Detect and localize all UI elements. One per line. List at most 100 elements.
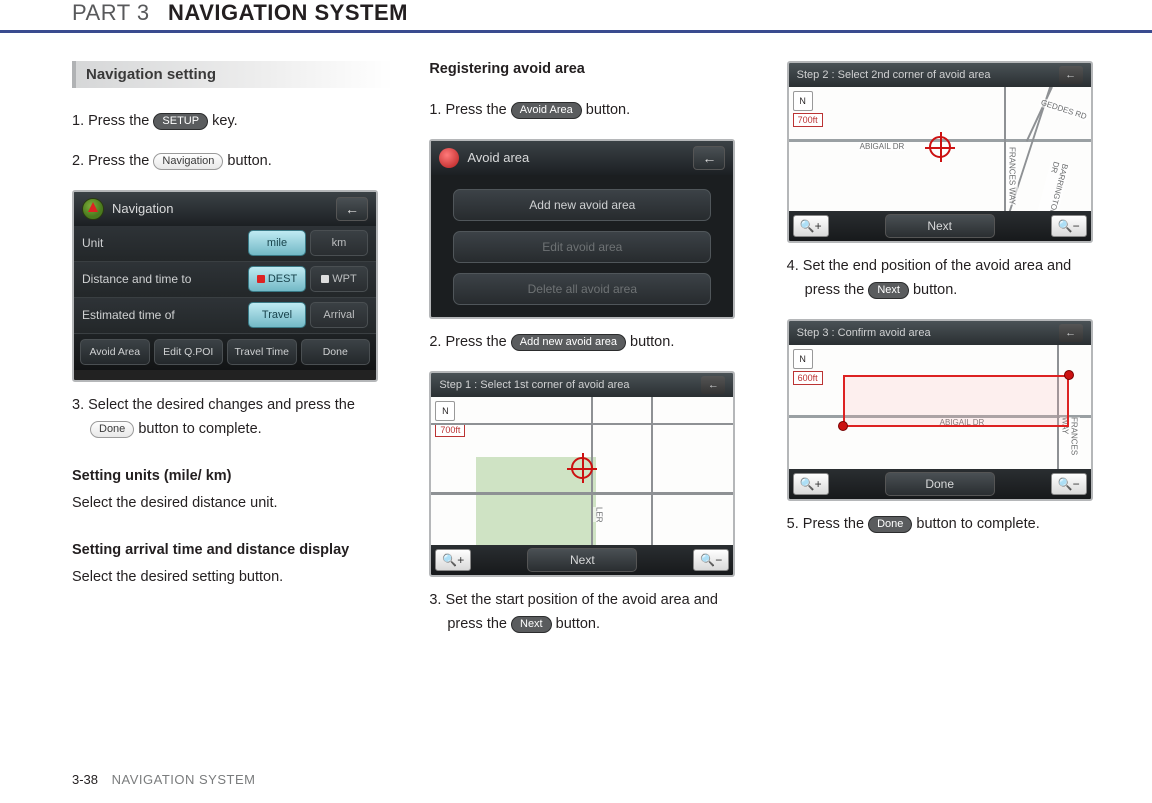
compass-icon: N [793, 91, 813, 111]
option-km[interactable]: km [310, 230, 368, 256]
text: button. [586, 102, 630, 118]
done-button-label: Done [90, 421, 134, 438]
part-label: PART 3 [72, 0, 150, 25]
text: WPT [332, 273, 356, 285]
screenshot-map-step1: Step 1 : Select 1st corner of avoid area… [429, 371, 735, 577]
zoom-in-button[interactable]: 🔍+ [793, 473, 829, 495]
sub-text-units: Select the desired distance unit. [72, 492, 393, 516]
text: button to complete. [916, 516, 1039, 532]
map-footer: 🔍+ Next 🔍− [789, 211, 1091, 241]
column-3: Step 2 : Select 2nd corner of avoid area… [787, 61, 1108, 653]
text: 2. Press the [72, 153, 153, 169]
back-button[interactable]: ← [336, 197, 368, 221]
map-title: Step 2 : Select 2nd corner of avoid area [797, 69, 991, 81]
column-1: Navigation setting 1. Press the SETUP ke… [72, 61, 393, 653]
zoom-in-button[interactable]: 🔍+ [435, 549, 471, 571]
road [1004, 87, 1006, 211]
row-eta: Estimated time of Travel Arrival [74, 298, 376, 334]
scale-label: 700ft [435, 423, 465, 437]
map-footer: 🔍+ Done 🔍− [789, 469, 1091, 499]
content-columns: Navigation setting 1. Press the SETUP ke… [0, 61, 1152, 653]
shot-body: Unit mile km Distance and time to DEST W… [74, 226, 376, 334]
shot-header: Navigation ← [74, 192, 376, 226]
section-heading-avoid: Registering avoid area [429, 61, 750, 77]
row-unit: Unit mile km [74, 226, 376, 262]
row-label: Unit [82, 236, 244, 250]
row-label: Estimated time of [82, 308, 244, 322]
row-label: Distance and time to [82, 272, 244, 286]
scale-label: 700ft [793, 113, 823, 127]
avoid-area-label: Avoid Area [511, 102, 582, 119]
text: button. [227, 153, 271, 169]
avoid-area-button[interactable]: Avoid Area [80, 339, 150, 365]
c3-step4-text: 4. Set the end position of the avoid are… [787, 255, 1108, 279]
next-label: Next [511, 616, 552, 633]
add-new-avoid-button[interactable]: Add new avoid area [453, 189, 711, 221]
edit-qpoi-button[interactable]: Edit Q.POI [154, 339, 224, 365]
c2-step1-text: 1. Press the Avoid Area button. [429, 99, 750, 123]
target-icon [571, 457, 593, 479]
next-button[interactable]: Next [527, 548, 637, 572]
back-button[interactable]: ← [1059, 324, 1083, 342]
shot-header: Avoid area ← [431, 141, 733, 175]
shot-body: Add new avoid area Edit avoid area Delet… [431, 175, 733, 319]
text: 4. Set the end position of the avoid are… [787, 258, 1072, 274]
travel-time-button[interactable]: Travel Time [227, 339, 297, 365]
text: 3. Select the desired changes and press … [72, 397, 355, 413]
step-3-cont: Done button to complete. [72, 418, 393, 442]
row-distance-to: Distance and time to DEST WPT [74, 262, 376, 298]
zoom-out-button[interactable]: 🔍− [1051, 473, 1087, 495]
add-new-avoid-label: Add new avoid area [511, 334, 626, 351]
road [431, 423, 733, 425]
flag-icon [257, 275, 265, 283]
done-button[interactable]: Done [301, 339, 371, 365]
road [431, 492, 733, 495]
next-button[interactable]: Next [885, 214, 995, 238]
zoom-in-button[interactable]: 🔍+ [793, 215, 829, 237]
setup-key-label: SETUP [153, 113, 208, 130]
map-header: Step 1 : Select 1st corner of avoid area… [431, 373, 733, 397]
compass-icon: N [435, 401, 455, 421]
road-label-geddes: GEDDES RD [1038, 98, 1088, 122]
text: key. [212, 113, 238, 129]
compass-icon [82, 198, 104, 220]
back-button[interactable]: ← [701, 376, 725, 394]
next-label: Next [868, 282, 909, 299]
text: button. [913, 282, 957, 298]
text: 1. Press the [429, 102, 510, 118]
text: 2. Press the [429, 334, 510, 350]
map-area[interactable]: N 600ft ABIGAIL DR FRANCES WAY [789, 345, 1091, 469]
sub-heading-arrival: Setting arrival time and distance displa… [72, 542, 393, 558]
back-button[interactable]: ← [693, 146, 725, 170]
zoom-out-button[interactable]: 🔍− [1051, 215, 1087, 237]
section-heading-nav-setting: Navigation setting [72, 61, 393, 88]
text: press the [447, 616, 511, 632]
road [1025, 87, 1052, 142]
road-label: LER [593, 507, 604, 523]
delete-avoid-button[interactable]: Delete all avoid area [453, 273, 711, 305]
text: 3. Set the start position of the avoid a… [429, 592, 718, 608]
text: 1. Press the [72, 113, 153, 129]
map-footer: 🔍+ Next 🔍− [431, 545, 733, 575]
option-mile[interactable]: mile [248, 230, 306, 256]
back-button[interactable]: ← [1059, 66, 1083, 84]
screenshot-map-step3: Step 3 : Confirm avoid area ← N 600ft AB… [787, 319, 1093, 501]
zoom-out-button[interactable]: 🔍− [693, 549, 729, 571]
selection-rect [843, 375, 1069, 427]
option-arrival[interactable]: Arrival [310, 302, 368, 328]
done-button[interactable]: Done [885, 472, 995, 496]
done-label: Done [868, 516, 912, 533]
text: press the [805, 282, 869, 298]
map-area[interactable]: N 700ft LER [431, 397, 733, 545]
page-footer: 3-38 NAVIGATION SYSTEM [72, 772, 255, 787]
option-wpt[interactable]: WPT [310, 266, 368, 292]
option-dest[interactable]: DEST [248, 266, 306, 292]
map-area[interactable]: N 700ft ABIGAIL DR FRANCES WAY GEDDES RD… [789, 87, 1091, 211]
pin-icon [439, 148, 459, 168]
option-travel[interactable]: Travel [248, 302, 306, 328]
column-2: Registering avoid area 1. Press the Avoi… [429, 61, 750, 653]
shot-title: Avoid area [467, 150, 529, 165]
step-2-text: 2. Press the Navigation button. [72, 150, 393, 174]
edit-avoid-button[interactable]: Edit avoid area [453, 231, 711, 263]
road [651, 397, 653, 545]
